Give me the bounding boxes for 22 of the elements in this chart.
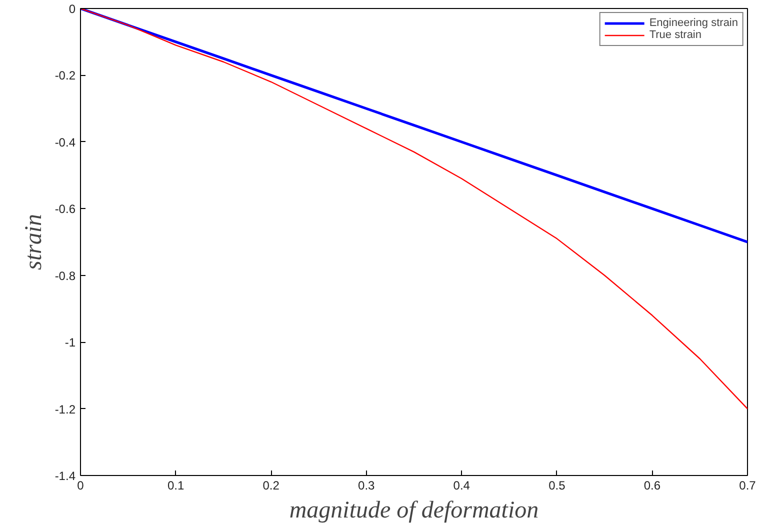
x-axis-title: magnitude of deformation (289, 498, 539, 524)
x-tick-label: 0.2 (262, 478, 280, 492)
y-tick-label: 0 (68, 2, 76, 16)
x-tick-label: 0 (77, 478, 84, 492)
y-tick-label: -0.6 (54, 202, 76, 216)
x-tick-label: 0.5 (548, 478, 566, 492)
y-tick-label: -0.8 (54, 268, 76, 283)
x-tick-label: 0.7 (739, 478, 756, 492)
y-tick-label: -1 (64, 336, 76, 350)
legend-label: Engineering strain (649, 17, 738, 29)
y-tick-label: -0.2 (54, 68, 76, 83)
y-tick-label: -1.4 (54, 469, 76, 483)
y-tick-label: -0.4 (54, 135, 76, 150)
y-axis-title: strain (20, 214, 47, 270)
x-tick-label: 0.4 (453, 478, 470, 492)
line-series (80, 8, 748, 410)
legend-label: True strain (649, 29, 702, 41)
line-series (80, 8, 748, 244)
x-tick-label: 0.6 (644, 478, 661, 492)
y-tick-label: -1.2 (54, 402, 76, 416)
x-tick-label: 0.1 (167, 478, 184, 492)
x-tick-label: 0.3 (358, 478, 376, 492)
